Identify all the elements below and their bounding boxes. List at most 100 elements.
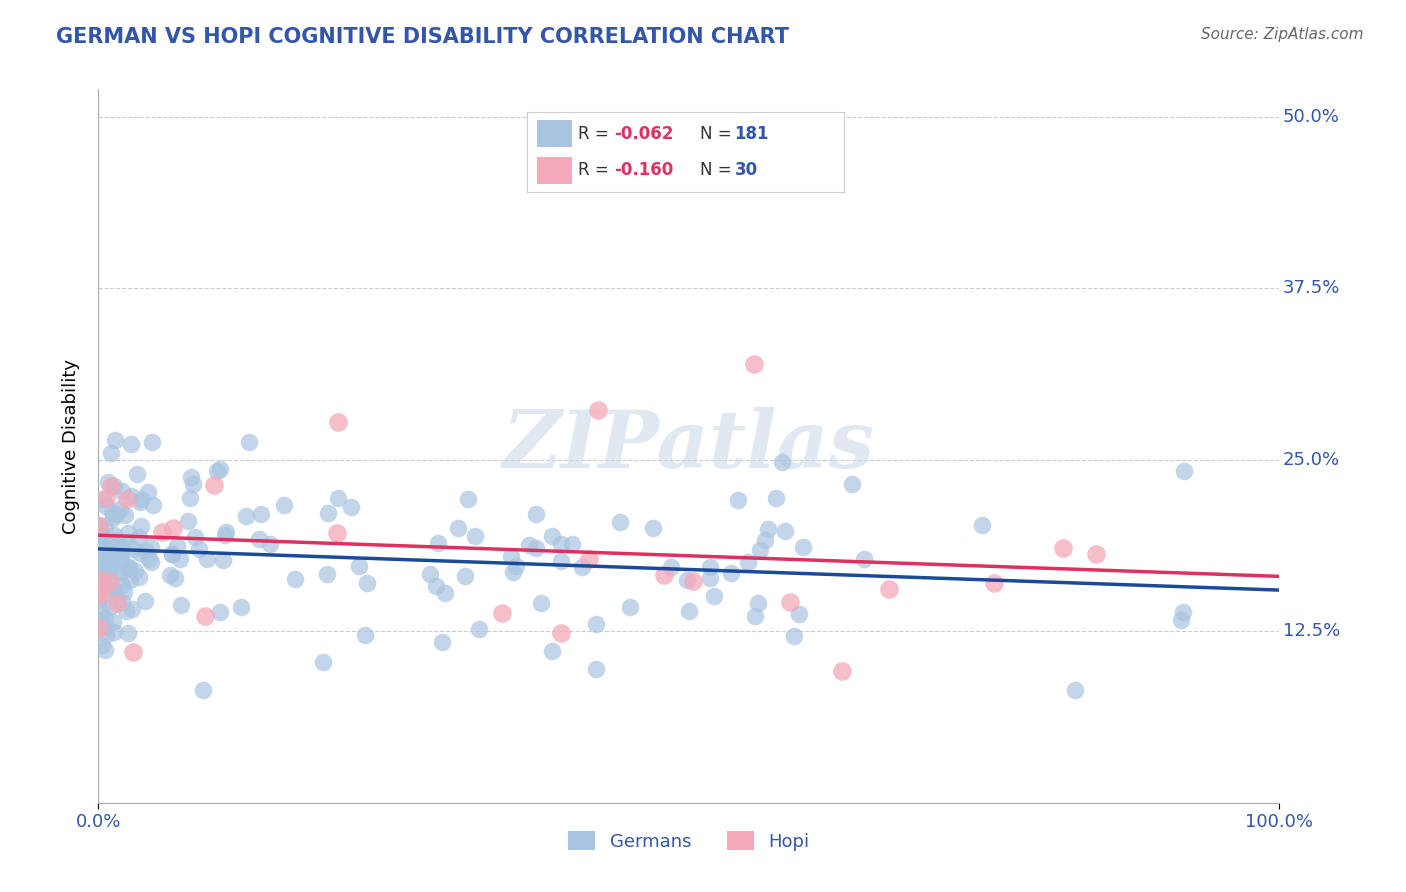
Point <box>104 434 127 448</box>
Point <box>89 603 111 617</box>
Point <box>170 598 193 612</box>
Point <box>699 560 721 574</box>
Point <box>792 540 814 554</box>
Point <box>136 485 159 500</box>
Point <box>250 507 273 521</box>
Point <box>419 567 441 582</box>
Point <box>447 521 470 535</box>
Point <box>90 552 112 566</box>
Point <box>205 464 228 478</box>
Point <box>94 500 117 514</box>
Point <box>162 548 184 562</box>
Point <box>139 555 162 569</box>
Text: GERMAN VS HOPI COGNITIVE DISABILITY CORRELATION CHART: GERMAN VS HOPI COGNITIVE DISABILITY CORR… <box>56 27 789 46</box>
Point <box>643 521 665 535</box>
Point <box>247 532 270 546</box>
Point <box>105 591 128 606</box>
Point <box>468 622 491 636</box>
Bar <box>537 157 571 184</box>
Point <box>107 538 129 552</box>
Point <box>586 403 609 417</box>
Point <box>122 645 145 659</box>
Point <box>204 478 226 492</box>
Text: N =: N = <box>700 125 737 143</box>
Point <box>273 498 295 512</box>
Point <box>89 614 111 628</box>
Point <box>100 577 122 591</box>
Point <box>1084 547 1107 561</box>
Point <box>585 616 607 631</box>
Point <box>100 479 122 493</box>
Point <box>87 521 110 535</box>
Point <box>209 605 232 619</box>
Point <box>779 595 801 609</box>
Point <box>131 492 153 507</box>
Point <box>571 559 593 574</box>
Point <box>101 505 124 519</box>
Text: ZIPatlas: ZIPatlas <box>503 408 875 484</box>
Point <box>505 559 527 574</box>
Point <box>108 565 131 579</box>
Point <box>737 555 759 569</box>
Point <box>464 529 486 543</box>
Point <box>91 561 114 575</box>
Point <box>326 415 349 429</box>
Point <box>91 571 114 585</box>
Point <box>115 604 138 618</box>
Point <box>87 593 110 607</box>
Point <box>104 508 127 522</box>
Point <box>609 515 631 529</box>
Text: 50.0%: 50.0% <box>1284 108 1340 126</box>
Point <box>110 552 132 566</box>
Point <box>98 552 121 566</box>
Point <box>787 607 810 622</box>
Point <box>118 561 141 575</box>
Point <box>426 536 449 550</box>
Point <box>121 602 143 616</box>
Text: 37.5%: 37.5% <box>1284 279 1340 297</box>
Point <box>550 554 572 568</box>
Point <box>561 537 583 551</box>
Point <box>661 560 683 574</box>
Point <box>89 588 111 602</box>
Point <box>326 491 349 506</box>
Y-axis label: Cognitive Disability: Cognitive Disability <box>62 359 80 533</box>
Point <box>87 518 110 533</box>
Point <box>432 634 454 648</box>
Point <box>541 644 564 658</box>
Point <box>619 600 641 615</box>
Point <box>122 541 145 556</box>
Point <box>312 655 335 669</box>
Point <box>111 595 134 609</box>
Point <box>111 578 134 592</box>
Point <box>112 584 135 599</box>
Point <box>108 539 131 553</box>
Point <box>831 664 853 678</box>
Point <box>142 498 165 512</box>
Point <box>94 628 117 642</box>
Point <box>107 536 129 550</box>
Text: R =: R = <box>578 161 614 178</box>
Point <box>491 606 513 620</box>
Point <box>238 435 260 450</box>
Text: 30: 30 <box>734 161 758 178</box>
Point <box>318 506 340 520</box>
Point <box>93 518 115 533</box>
Point <box>541 529 564 543</box>
Point <box>103 479 125 493</box>
Point <box>114 508 136 522</box>
Point <box>129 495 152 509</box>
Point <box>94 535 117 549</box>
Legend: Germans, Hopi: Germans, Hopi <box>561 824 817 858</box>
Point <box>152 525 174 540</box>
Point <box>756 522 779 536</box>
Point <box>231 599 253 614</box>
Point <box>129 519 152 533</box>
Point <box>742 358 765 372</box>
Point <box>94 537 117 551</box>
Point <box>502 565 524 579</box>
Point <box>550 625 572 640</box>
Point <box>96 491 118 505</box>
Point <box>1170 613 1192 627</box>
Point <box>90 573 112 587</box>
